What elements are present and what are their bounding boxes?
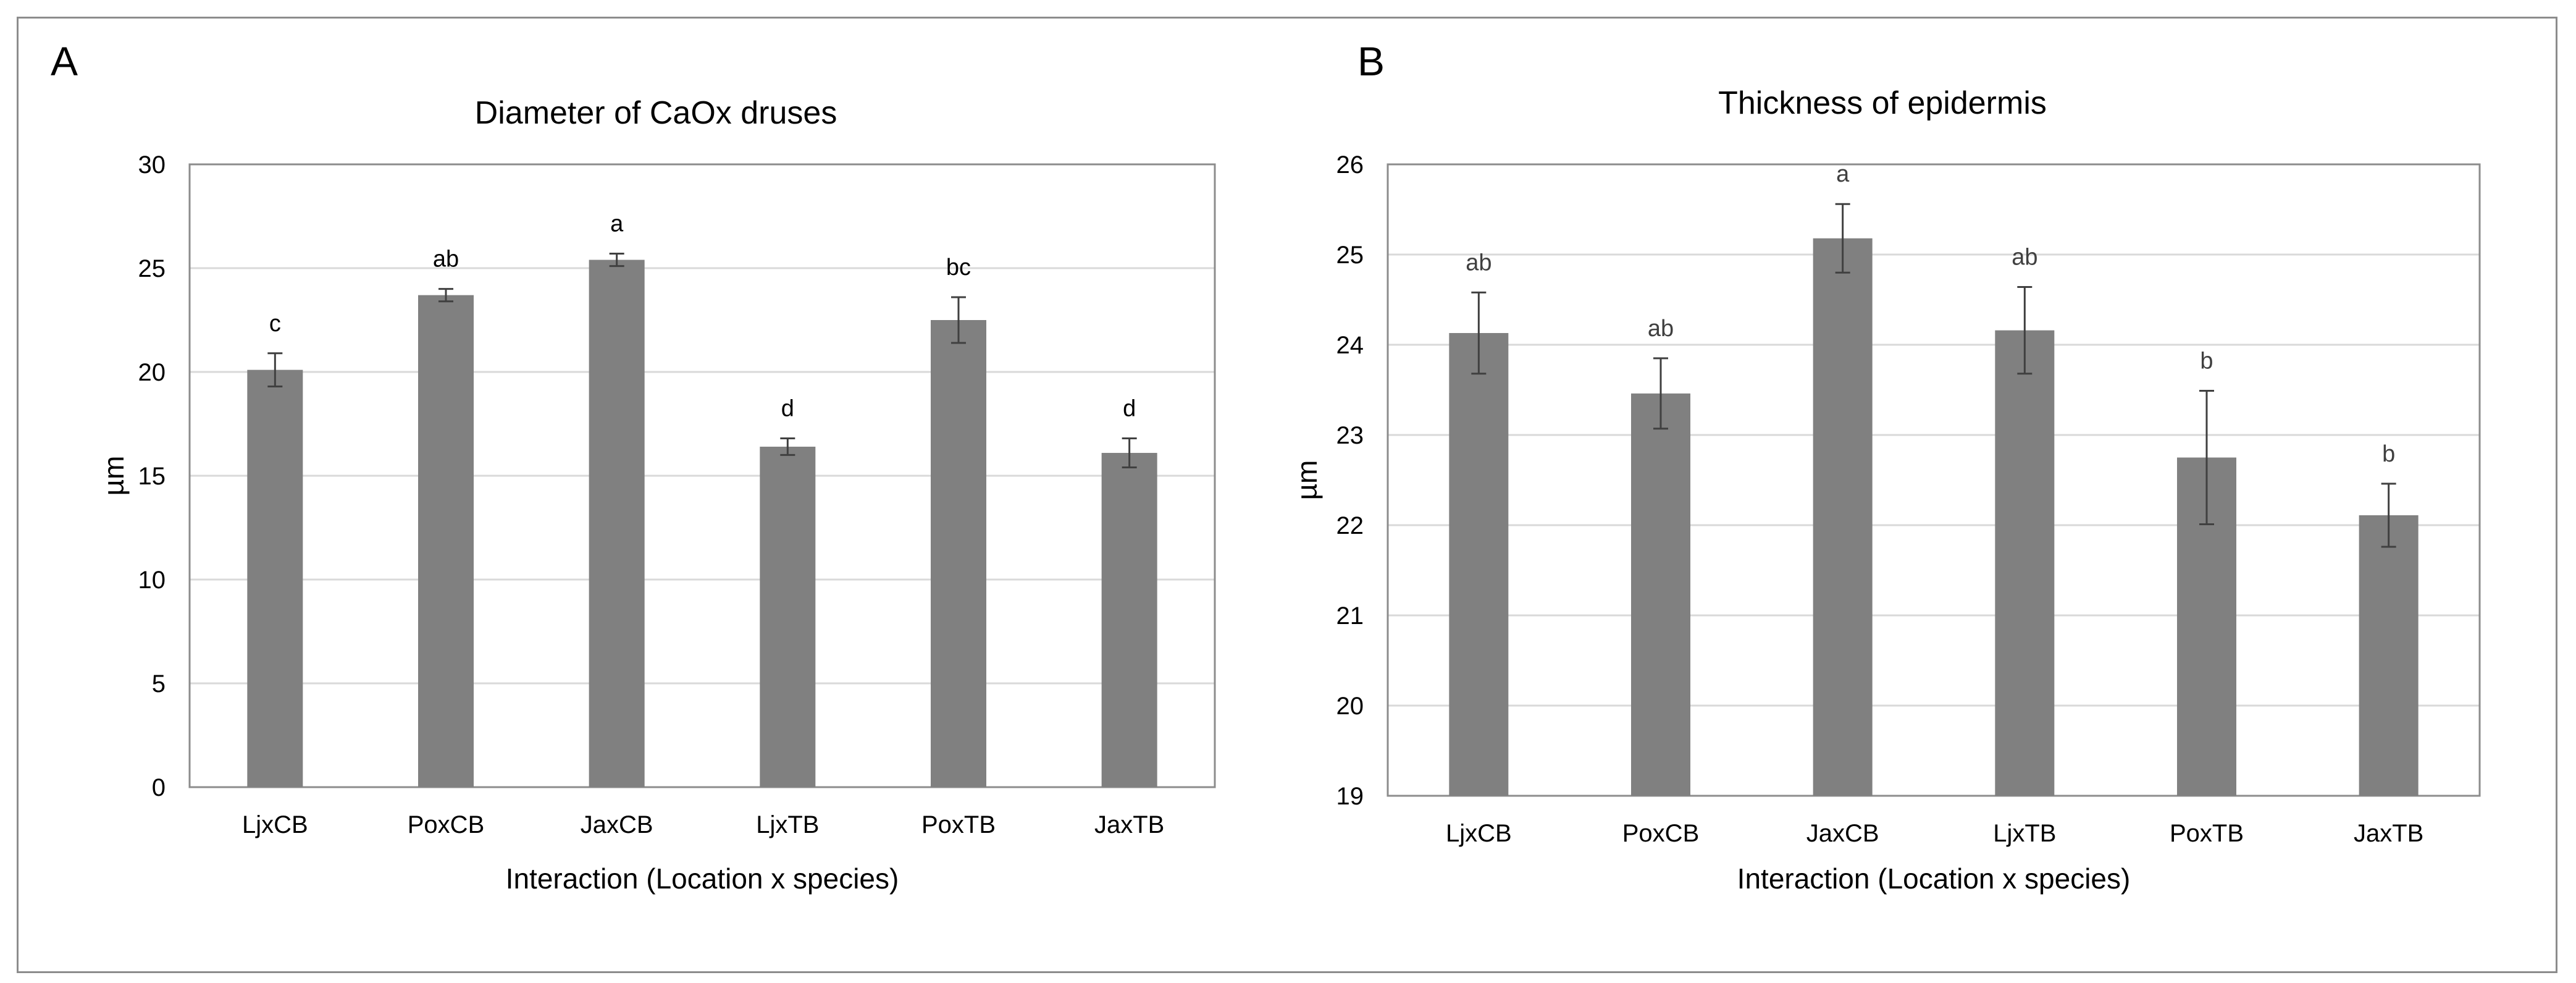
bar [1631, 393, 1690, 796]
y-tick-label: 26 [1336, 151, 1364, 179]
bar [760, 446, 816, 787]
y-tick-label: 21 [1336, 602, 1364, 630]
significance-letter: d [1123, 396, 1136, 422]
significance-letter: c [269, 311, 281, 337]
y-tick-label: 22 [1336, 512, 1364, 539]
significance-letter: ab [1466, 250, 1491, 276]
significance-letter: bc [946, 255, 971, 281]
bar [2359, 515, 2419, 796]
chart-B: B Thickness of epidermis 19 20 21 22 23 24 25 26 a… [1291, 38, 2481, 895]
bar [589, 259, 645, 787]
x-axis-title: Interaction (Location x species) [1737, 863, 2131, 895]
significance-letter: a [1836, 161, 1850, 187]
bar [1813, 238, 1873, 796]
x-tick-label: JaxTB [2354, 820, 2423, 847]
significance-letter: ab [433, 247, 459, 272]
panel-letter: A [51, 38, 78, 84]
significance-letter: ab [2012, 245, 2037, 271]
bar [1995, 330, 2055, 796]
y-tick-label: 30 [138, 151, 166, 179]
significance-letter: d [781, 396, 794, 422]
y-axis-title: µm [98, 456, 130, 496]
chart-title: Diameter of CaOx druses [475, 95, 837, 131]
x-tick-label: LjxTB [1993, 820, 2056, 847]
plot-area-border [188, 163, 1216, 788]
bar [418, 295, 474, 787]
y-tick-label: 25 [1336, 242, 1364, 269]
x-tick-label: JaxCB [1806, 820, 1879, 847]
y-axis-title: µm [1291, 460, 1323, 500]
y-tick-label: 23 [1336, 422, 1364, 449]
x-tick-label: PoxCB [1622, 820, 1700, 847]
y-tick-label: 10 [138, 567, 166, 594]
y-tick-label: 5 [152, 670, 166, 698]
significance-letter: b [2200, 348, 2213, 374]
y-tick-label: 25 [138, 255, 166, 282]
x-tick-label: JaxTB [1094, 811, 1164, 838]
y-tick-label: 24 [1336, 332, 1364, 359]
chart-title: Thickness of epidermis [1718, 85, 2047, 121]
plot-area-border [1387, 163, 2481, 797]
significance-letter: ab [1648, 316, 1674, 342]
x-tick-label: LjxCB [242, 811, 308, 838]
bar [931, 320, 986, 787]
significance-letter: b [2382, 441, 2395, 467]
significance-letter: a [610, 211, 624, 237]
chart-A: A Diameter of CaOx druses 0 5 10 15 20 25 30 c Ljx… [51, 38, 1216, 895]
x-tick-label: PoxTB [921, 811, 996, 838]
x-tick-label: LjxCB [1446, 820, 1512, 847]
x-tick-label: PoxTB [2170, 820, 2244, 847]
panel-letter: B [1357, 38, 1385, 84]
bar [1101, 453, 1157, 787]
x-tick-label: PoxCB [408, 811, 485, 838]
y-tick-label: 19 [1336, 783, 1364, 810]
y-tick-label: 20 [1336, 693, 1364, 720]
y-tick-label: 0 [152, 774, 166, 801]
y-tick-label: 15 [138, 463, 166, 490]
bar [1449, 333, 1509, 796]
x-tick-label: JaxCB [581, 811, 653, 838]
x-axis-title: Interaction (Location x species) [506, 863, 899, 895]
x-tick-label: LjxTB [756, 811, 819, 838]
bar [247, 369, 303, 787]
y-tick-label: 20 [138, 359, 166, 386]
